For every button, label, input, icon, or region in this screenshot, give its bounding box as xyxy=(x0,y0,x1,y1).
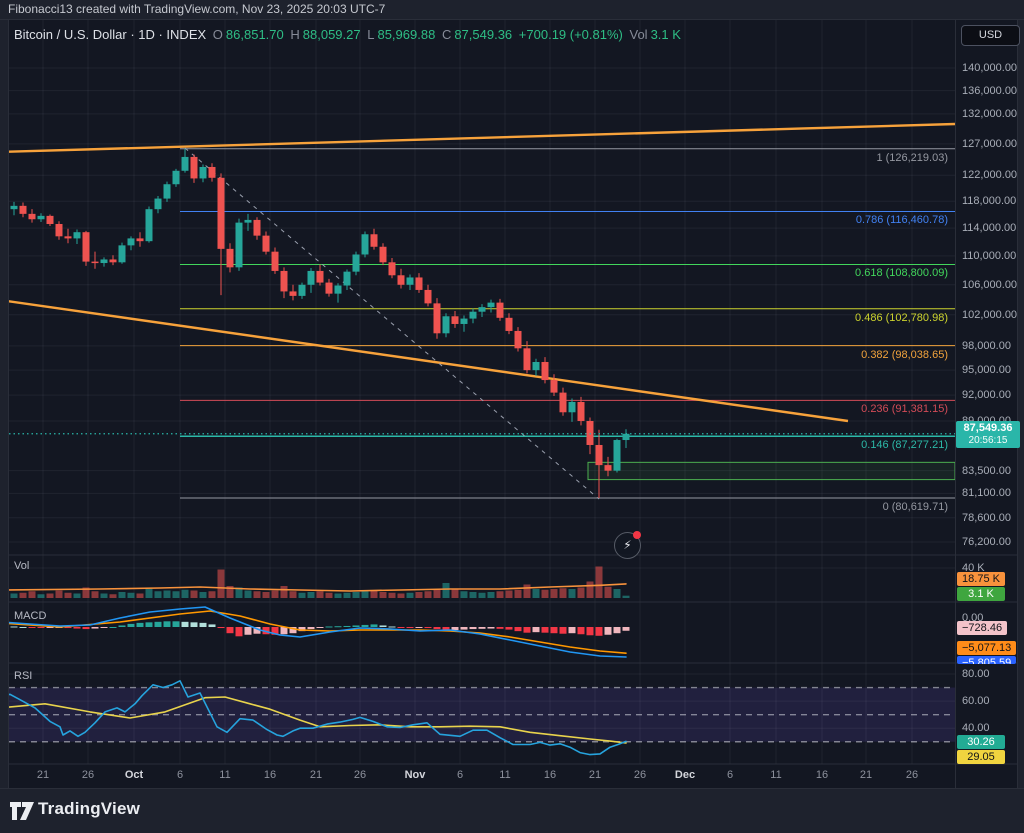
symbol-title[interactable]: Bitcoin / U.S. Dollar · 1D · INDEX xyxy=(14,27,207,42)
volume-last-badge: 3.1 K xyxy=(957,587,1005,601)
current-price-badge: 87,549.36 20:56:15 xyxy=(956,421,1020,448)
low-value: 85,969.88 xyxy=(377,27,436,42)
current-price-value: 87,549.36 xyxy=(963,422,1013,434)
macd-series xyxy=(10,621,630,637)
volume-pane-title[interactable]: Vol xyxy=(14,560,30,572)
rsi-pane-title[interactable]: RSI xyxy=(14,670,33,682)
tradingview-logo-icon xyxy=(10,802,34,820)
high-label: H xyxy=(290,27,300,42)
low-label: L xyxy=(367,27,375,42)
symbol-info-bar[interactable]: Bitcoin / U.S. Dollar · 1D · INDEX O 86,8… xyxy=(14,26,684,44)
volume-ma-badge: 18.75 K xyxy=(957,572,1005,586)
high-value: 88,059.27 xyxy=(302,27,361,42)
macd-line-badge: −5,805.59 xyxy=(957,656,1017,664)
currency-usd-button[interactable]: USD xyxy=(961,25,1020,46)
volume-value: 3.1 K xyxy=(650,27,681,42)
bar-countdown: 20:56:15 xyxy=(968,435,1008,446)
volume-label: Vol xyxy=(629,27,648,42)
open-value: 86,851.70 xyxy=(225,27,284,42)
lightning-bolt-glyph: ⚡ xyxy=(623,538,632,552)
tradingview-logo-text: TradingView xyxy=(38,799,141,818)
rsi-value-badge: 30.26 xyxy=(957,735,1005,749)
change-value: +700.19 (+0.81%) xyxy=(518,27,623,42)
macd-signal-badge: −5,077.13 xyxy=(957,641,1017,655)
plot-area xyxy=(9,122,955,756)
macd-histogram-badge: −728.46 xyxy=(957,621,1008,635)
close-label: C xyxy=(441,27,452,42)
attribution-text[interactable]: Fibonacci13 created with TradingView.com… xyxy=(8,2,386,16)
macd-pane-title[interactable]: MACD xyxy=(14,610,47,622)
attribution-bar[interactable]: Fibonacci13 created with TradingView.com… xyxy=(0,0,1024,19)
close-value: 87,549.36 xyxy=(454,27,513,42)
green-zone-box xyxy=(587,461,955,481)
rsi-ma-badge: 29.05 xyxy=(957,750,1005,764)
volume-series xyxy=(10,566,630,598)
open-label: O xyxy=(212,27,223,42)
chart-canvas[interactable] xyxy=(0,0,1024,789)
tradingview-logo-bar[interactable]: TradingView xyxy=(0,789,1024,833)
lightning-status-icon[interactable]: ⚡ xyxy=(614,531,641,559)
candlestick-series xyxy=(10,148,630,499)
notification-dot xyxy=(633,531,641,539)
